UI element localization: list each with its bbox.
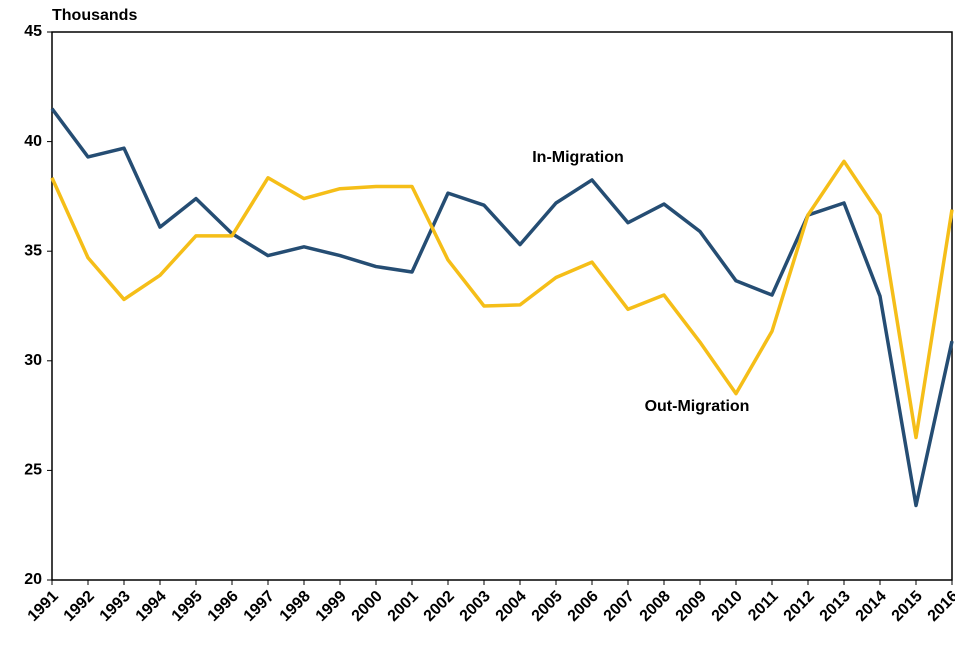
x-tick-label: 2008 <box>637 588 674 625</box>
x-tick-label: 2000 <box>349 588 386 625</box>
x-tick-label: 2016 <box>925 588 955 625</box>
x-tick-label: 2007 <box>601 588 638 625</box>
x-tick-label: 2006 <box>565 588 602 625</box>
y-tick-label: 35 <box>24 242 42 259</box>
y-axis-label: Thousands <box>52 7 137 24</box>
x-tick-label: 1997 <box>241 588 278 625</box>
x-tick-label: 1996 <box>205 588 242 625</box>
x-tick-label: 2004 <box>493 588 530 625</box>
series-label: In-Migration <box>532 149 624 166</box>
series-line <box>50 159 954 440</box>
y-tick-label: 45 <box>24 23 42 40</box>
series-label: Out-Migration <box>645 398 750 415</box>
x-tick-label: 1995 <box>169 588 206 625</box>
x-tick-label: 2011 <box>745 588 782 625</box>
x-tick-label: 1998 <box>277 588 314 625</box>
x-tick-label: 2013 <box>817 588 854 625</box>
y-tick-label: 25 <box>24 462 42 479</box>
y-tick-label: 30 <box>24 352 42 369</box>
x-tick-label: 2012 <box>781 588 818 625</box>
x-tick-label: 1993 <box>97 588 134 625</box>
plot-frame <box>51 31 953 581</box>
x-tick-label: 2003 <box>457 588 494 625</box>
y-tick-label: 20 <box>24 571 42 588</box>
x-tick-label: 2015 <box>889 588 926 625</box>
x-tick-label: 2010 <box>709 588 746 625</box>
x-tick-label: 2014 <box>853 588 890 625</box>
x-tick-label: 1992 <box>61 588 98 625</box>
x-tick-label: 1991 <box>25 588 62 625</box>
x-tick-label: 2009 <box>673 588 710 625</box>
y-tick-label: 40 <box>24 133 42 150</box>
x-tick-label: 2005 <box>529 588 566 625</box>
x-tick-label: 2001 <box>385 588 422 625</box>
x-tick-label: 2002 <box>421 588 458 625</box>
x-tick-label: 1994 <box>133 588 170 625</box>
x-tick-label: 1999 <box>313 588 350 625</box>
series-line <box>50 107 954 508</box>
